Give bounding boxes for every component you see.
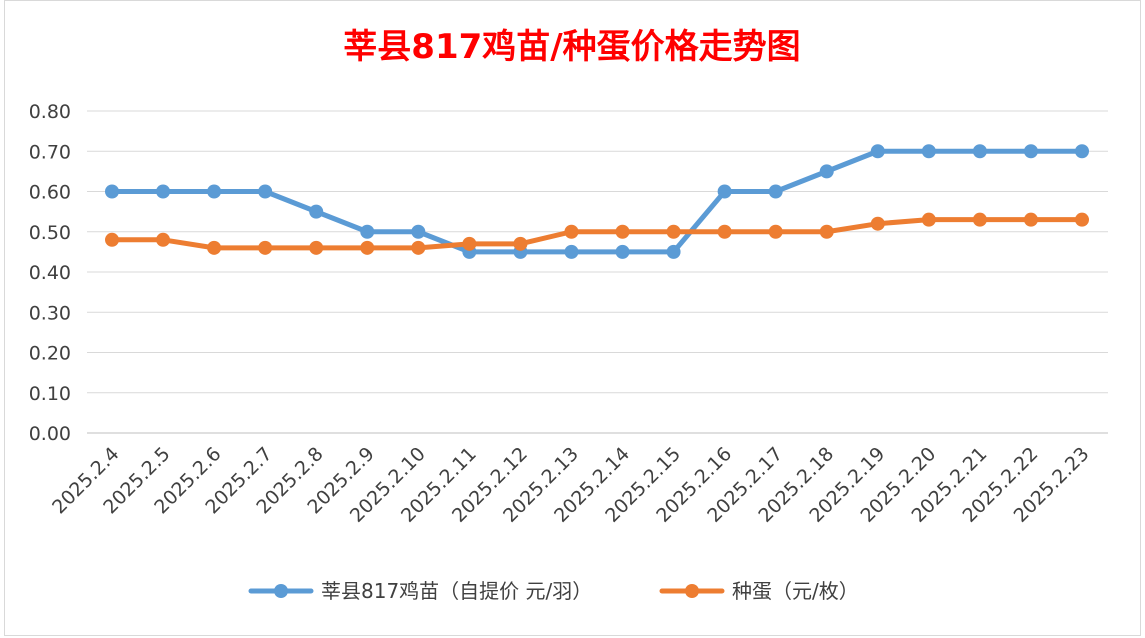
y-tick-label: 0.00 bbox=[29, 423, 71, 445]
series-line bbox=[109, 217, 1085, 251]
legend-label: 莘县817鸡苗（自提价 元/羽） bbox=[321, 579, 592, 603]
y-tick-label: 0.20 bbox=[29, 343, 71, 365]
y-tick-label: 0.70 bbox=[29, 141, 71, 163]
data-point bbox=[411, 224, 426, 239]
series-line bbox=[109, 148, 1085, 255]
data-point bbox=[564, 244, 579, 259]
data-point bbox=[1075, 144, 1089, 159]
data-point bbox=[768, 184, 783, 199]
data-point bbox=[972, 212, 987, 227]
data-point bbox=[207, 240, 222, 255]
data-point bbox=[1023, 144, 1038, 159]
legend-marker bbox=[274, 584, 288, 598]
data-point bbox=[1075, 212, 1089, 227]
data-point bbox=[972, 144, 987, 159]
data-point bbox=[513, 236, 528, 251]
data-point bbox=[258, 240, 273, 255]
y-tick-label: 0.50 bbox=[29, 222, 71, 244]
data-point bbox=[156, 232, 171, 247]
data-point bbox=[921, 144, 936, 159]
data-point bbox=[564, 224, 579, 239]
data-point bbox=[717, 184, 732, 199]
legend-item-2: 种蛋（元/枚） bbox=[659, 579, 859, 603]
data-point bbox=[360, 240, 375, 255]
legend-item-1: 莘县817鸡苗（自提价 元/羽） bbox=[248, 579, 592, 603]
y-tick-label: 0.40 bbox=[29, 262, 71, 284]
data-point bbox=[105, 184, 119, 199]
y-tick-label: 0.30 bbox=[29, 302, 71, 324]
chart-title: 莘县817鸡苗/种蛋价格走势图 bbox=[343, 27, 800, 67]
chart-frame bbox=[4, 0, 1141, 636]
series-layer bbox=[105, 144, 1089, 259]
y-tick-label: 0.10 bbox=[29, 383, 71, 405]
data-point bbox=[870, 144, 885, 159]
data-point bbox=[360, 224, 375, 239]
data-point bbox=[309, 240, 324, 255]
data-point bbox=[462, 236, 477, 251]
legend: 莘县817鸡苗（自提价 元/羽） 种蛋（元/枚） bbox=[248, 579, 859, 603]
legend-marker bbox=[685, 584, 699, 598]
data-point bbox=[870, 216, 885, 231]
data-point bbox=[258, 184, 273, 199]
data-point bbox=[105, 232, 119, 247]
data-point bbox=[717, 224, 732, 239]
data-point bbox=[921, 212, 936, 227]
series-1 bbox=[105, 144, 1089, 259]
data-point bbox=[207, 184, 222, 199]
data-point bbox=[819, 224, 834, 239]
legend-label: 种蛋（元/枚） bbox=[732, 579, 859, 603]
data-point bbox=[768, 224, 783, 239]
x-axis-ticks: 2025.2.42025.2.52025.2.62025.2.72025.2.8… bbox=[48, 443, 1093, 527]
data-point bbox=[666, 224, 681, 239]
data-point bbox=[615, 244, 630, 259]
y-tick-label: 0.60 bbox=[29, 182, 71, 204]
data-point bbox=[309, 204, 324, 219]
data-point bbox=[1023, 212, 1038, 227]
series-2 bbox=[105, 212, 1089, 255]
data-point bbox=[411, 240, 426, 255]
data-point bbox=[819, 164, 834, 179]
grid-lines bbox=[87, 110, 1108, 434]
data-point bbox=[615, 224, 630, 239]
y-tick-label: 0.80 bbox=[29, 101, 71, 123]
data-point bbox=[666, 244, 681, 259]
y-axis-ticks: 0.00 0.10 0.20 0.30 0.40 0.50 0.60 0.70 0.80 bbox=[29, 101, 71, 445]
data-point bbox=[156, 184, 171, 199]
